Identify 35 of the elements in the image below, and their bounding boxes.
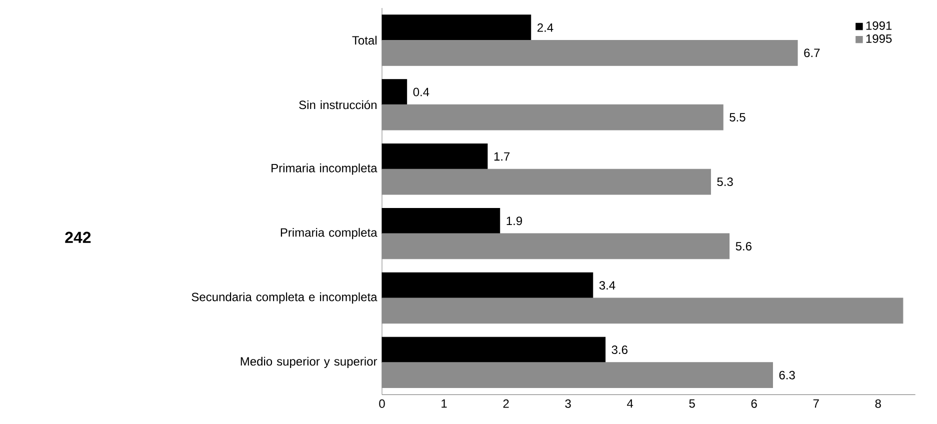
data-label: 5.6: [736, 242, 752, 250]
data-label: 0.4: [413, 88, 430, 96]
y-tick-label: Secundaria completa e incompleta: [192, 292, 378, 304]
x-tick-label: 1: [442, 399, 447, 408]
y-tick-label: Sin instrucción: [299, 100, 376, 110]
bar: [382, 14, 532, 40]
bar: [382, 144, 488, 170]
x-tick-label: 0: [379, 399, 385, 408]
data-label: 6.7: [804, 48, 820, 58]
legend-label: 1995: [866, 34, 892, 43]
data-label: 3.6: [612, 346, 628, 354]
data-label: 6.3: [779, 370, 795, 380]
y-tick-label: Total: [352, 36, 376, 45]
bar: [382, 79, 408, 105]
x-tick-label: 8: [875, 399, 881, 408]
data-label: 2.4: [537, 23, 554, 32]
data-label: 5.3: [717, 178, 733, 186]
y-tick-label: Primaria completa: [280, 228, 378, 240]
x-tick-label: 4: [627, 399, 634, 408]
y-tick-label: Primaria incompleta: [272, 164, 378, 175]
bar: [382, 272, 594, 298]
bar: [382, 336, 606, 363]
x-tick-label: 6: [751, 399, 757, 408]
text: 242: [65, 232, 91, 243]
bar: [382, 208, 500, 234]
data-label: 5.5: [730, 113, 746, 122]
x-tick-label: 2: [503, 399, 509, 408]
x-tick-label: 3: [565, 399, 571, 408]
data-label: 1.9: [506, 216, 522, 226]
x-tick-label: 5: [689, 399, 695, 408]
data-label: 1.7: [494, 152, 510, 161]
legend-label: 1991: [866, 21, 892, 30]
data-label: 3.4: [599, 281, 616, 290]
x-tick-label: 7: [813, 399, 819, 408]
y-tick-label: Medio superior y superior: [240, 356, 378, 368]
